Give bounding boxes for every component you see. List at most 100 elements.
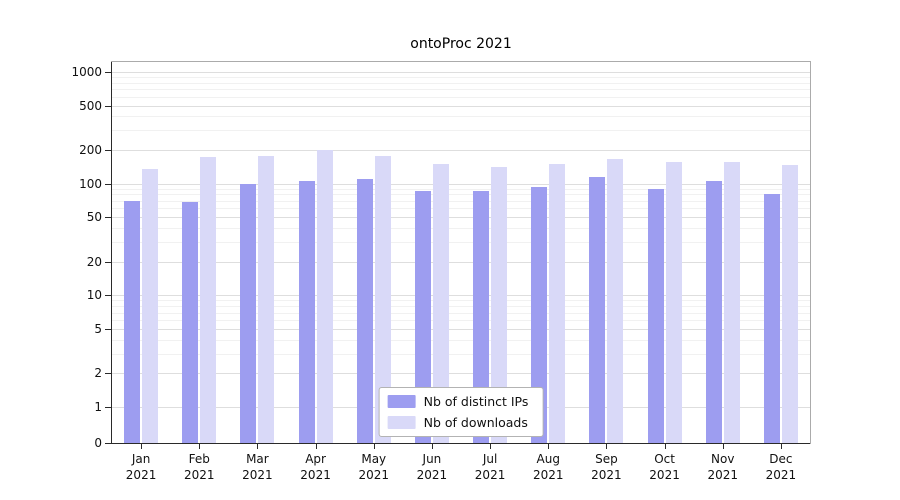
x-tick-mark [548, 444, 550, 449]
bar-downloads [200, 157, 217, 443]
x-tick-mark [373, 444, 375, 449]
legend-item-downloads: Nb of downloads [387, 415, 529, 430]
gridline-minor [112, 242, 810, 243]
y-tick-mark [105, 217, 111, 219]
bar-downloads [374, 155, 391, 443]
bar-distinct-ips [589, 176, 606, 443]
x-tick-label: Nov 2021 [707, 452, 739, 482]
gridline-major [112, 183, 810, 185]
bar-downloads [607, 159, 624, 443]
y-tick-mark [105, 71, 111, 73]
gridline-minor [112, 89, 810, 91]
bar-downloads [432, 163, 449, 443]
gridline-minor [112, 96, 810, 98]
gridline-major [112, 71, 810, 73]
bar-distinct-ips [763, 194, 780, 443]
y-tick-mark [105, 295, 111, 297]
y-tick-label: 10 [86, 288, 102, 303]
bar-distinct-ips [356, 178, 373, 443]
x-tick-mark [606, 444, 608, 449]
x-tick-mark [490, 444, 492, 449]
x-tick-mark [199, 444, 201, 449]
x-tick-label: Aug 2021 [532, 452, 564, 482]
legend-item-distinct-ips: Nb of distinct IPs [387, 394, 529, 409]
gridline-minor [112, 320, 810, 322]
x-tick-mark [722, 444, 724, 449]
legend: Nb of distinct IPs Nb of downloads [378, 387, 544, 437]
bar-distinct-ips [414, 191, 431, 443]
bar-downloads [316, 149, 333, 443]
gridline-minor [112, 188, 810, 190]
legend-swatch-distinct-ips [387, 395, 416, 408]
y-tick-mark [105, 328, 111, 330]
bar-downloads [142, 169, 159, 443]
gridline-major [112, 295, 810, 297]
y-tick-mark [105, 443, 111, 444]
bar-downloads [491, 166, 508, 443]
x-tick-label: Dec 2021 [765, 452, 797, 482]
x-tick-label: Sep 2021 [591, 452, 622, 482]
gridline-major [112, 373, 810, 375]
bar-downloads [549, 163, 566, 443]
bar-downloads [781, 164, 798, 443]
y-tick-label: 1 [94, 400, 102, 414]
gridline-minor [112, 353, 810, 355]
gridline-minor [112, 312, 810, 314]
x-tick-label: Mar 2021 [242, 452, 273, 482]
x-tick-label: Jan 2021 [125, 452, 157, 482]
y-tick-label: 1000 [71, 64, 102, 79]
y-tick-label: 2 [94, 366, 102, 381]
y-tick-mark [105, 373, 111, 375]
bar-downloads [258, 155, 275, 443]
gridline-minor [112, 82, 810, 84]
gridline-major [112, 328, 810, 330]
x-tick-mark [664, 444, 666, 449]
gridline-minor [112, 194, 810, 196]
x-tick-label: Jul 2021 [474, 452, 506, 482]
gridline-minor [112, 339, 810, 341]
gridline-minor [112, 130, 810, 132]
gridline-minor [112, 306, 810, 308]
gridline-minor [112, 77, 810, 78]
y-tick-mark [105, 149, 111, 151]
y-tick-label: 0 [94, 436, 102, 450]
bar-downloads [723, 162, 740, 443]
gridline-minor [112, 208, 810, 210]
bar-distinct-ips [182, 202, 199, 443]
gridline-major [112, 105, 810, 107]
gridline-major [112, 149, 810, 151]
y-tick-label: 20 [86, 254, 102, 269]
gridline-minor [112, 200, 810, 202]
x-tick-label: Jun 2021 [416, 452, 448, 482]
x-tick-label: Oct 2021 [649, 452, 680, 482]
bar-distinct-ips [298, 181, 315, 443]
bar-distinct-ips [473, 191, 490, 443]
x-tick-label: Apr 2021 [300, 452, 331, 482]
x-tick-label: May 2021 [358, 452, 390, 482]
y-tick-label: 100 [79, 176, 102, 191]
bar-distinct-ips [124, 200, 141, 443]
bar-downloads [665, 162, 682, 443]
bar-distinct-ips [705, 181, 722, 443]
top-spine [111, 61, 811, 62]
y-tick-label: 500 [79, 98, 102, 113]
x-tick-mark [257, 444, 259, 449]
bar-distinct-ips [240, 183, 257, 443]
y-tick-label: 50 [86, 210, 102, 225]
x-axis-spine [111, 443, 811, 444]
y-tick-label: 5 [94, 321, 102, 336]
bar-distinct-ips [647, 188, 664, 443]
y-tick-label: 200 [79, 142, 102, 157]
gridline-major [112, 217, 810, 219]
y-tick-mark [105, 261, 111, 263]
chart-title: ontoProc 2021 [410, 36, 512, 52]
y-tick-mark [105, 105, 111, 107]
legend-swatch-downloads [387, 416, 416, 429]
x-tick-mark [431, 444, 433, 449]
gridline-minor [112, 228, 810, 230]
legend-label-downloads: Nb of downloads [423, 415, 528, 430]
gridline-major [112, 261, 810, 263]
legend-label-distinct-ips: Nb of distinct IPs [423, 394, 529, 409]
x-tick-label: Feb 2021 [183, 452, 215, 482]
